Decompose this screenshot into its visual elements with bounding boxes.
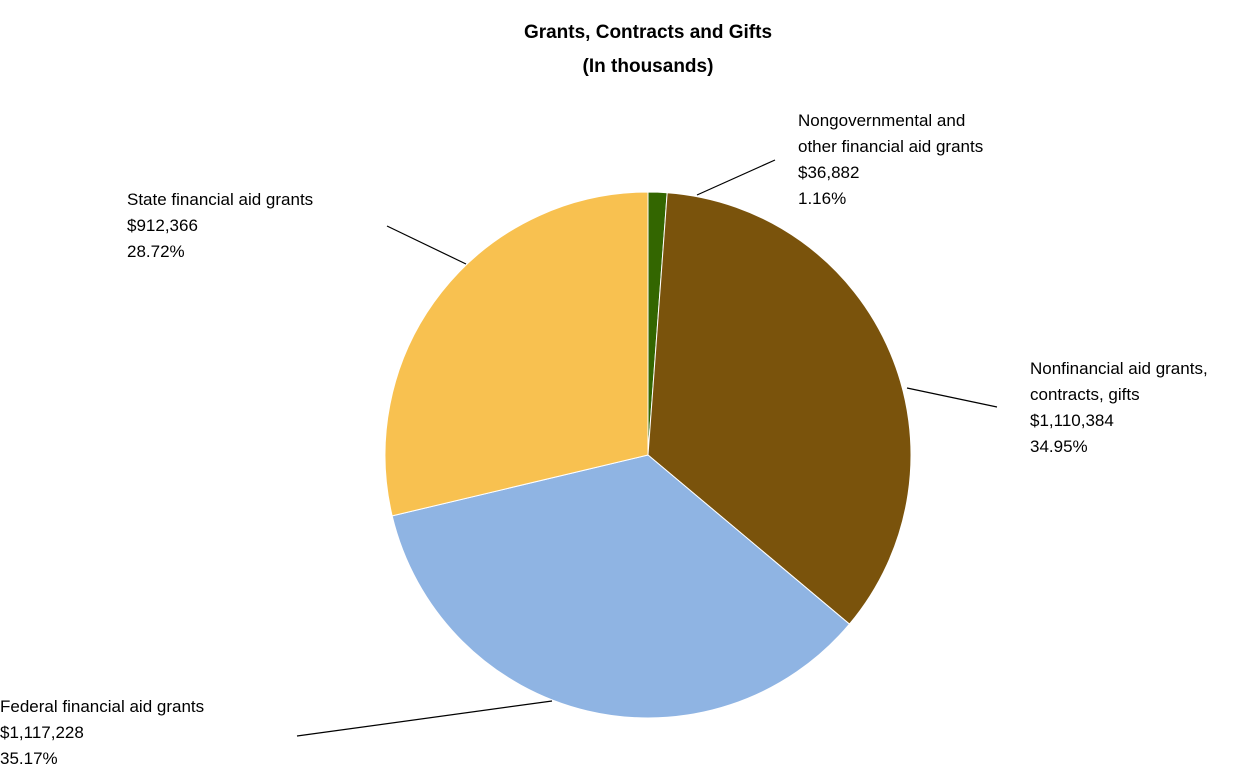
percent-label: 28.72% — [127, 242, 185, 261]
leader-line-federal-financial-aid-grants — [296, 700, 553, 737]
slice-state-financial-aid-grants — [384, 191, 649, 517]
chart-subtitle: (In thousands) — [583, 56, 714, 77]
value-label: $36,882 — [798, 163, 859, 182]
value-label: $1,110,384 — [1030, 411, 1114, 430]
percent-label: 35.17% — [0, 749, 58, 768]
slice-nonfinancial-aid-grants-contracts-gifts — [647, 192, 912, 625]
leader-line-nongovernmental-and-other-financial-aid-grants — [696, 159, 776, 196]
label-line: Federal financial aid grants — [0, 697, 204, 716]
label-line: contracts, gifts — [1030, 385, 1140, 404]
slice-labels: Nongovernmental and other financial aid g… — [0, 111, 1208, 768]
value-label: $912,366 — [127, 216, 198, 235]
label-line: other financial aid grants — [798, 137, 983, 156]
percent-label: 1.16% — [798, 189, 846, 208]
data-label-federal-financial-aid-grants: Federal financial aid grants $1,117,228 35… — [0, 697, 204, 768]
data-label-nonfinancial-aid-grants-contracts-gifts: Nonfinancial aid grants, contracts, gifts… — [1030, 359, 1208, 456]
slice-federal-financial-aid-grants — [391, 454, 851, 719]
label-line: Nonfinancial aid grants, — [1030, 359, 1208, 378]
leader-lines — [296, 159, 998, 737]
chart-title: Grants, Contracts and Gifts — [524, 22, 772, 43]
leader-line-nonfinancial-aid-grants-contracts-gifts — [906, 387, 998, 408]
data-label-nongovernmental-and-other-financial-aid-grants: Nongovernmental and other financial aid g… — [798, 111, 983, 208]
label-line: Nongovernmental and — [798, 111, 965, 130]
pie-slices — [384, 191, 912, 719]
value-label: $1,117,228 — [0, 723, 84, 742]
percent-label: 34.95% — [1030, 437, 1088, 456]
leader-line-state-financial-aid-grants — [386, 225, 467, 265]
label-line: State financial aid grants — [127, 190, 313, 209]
data-label-state-financial-aid-grants: State financial aid grants $912,366 28.72% — [127, 190, 313, 261]
